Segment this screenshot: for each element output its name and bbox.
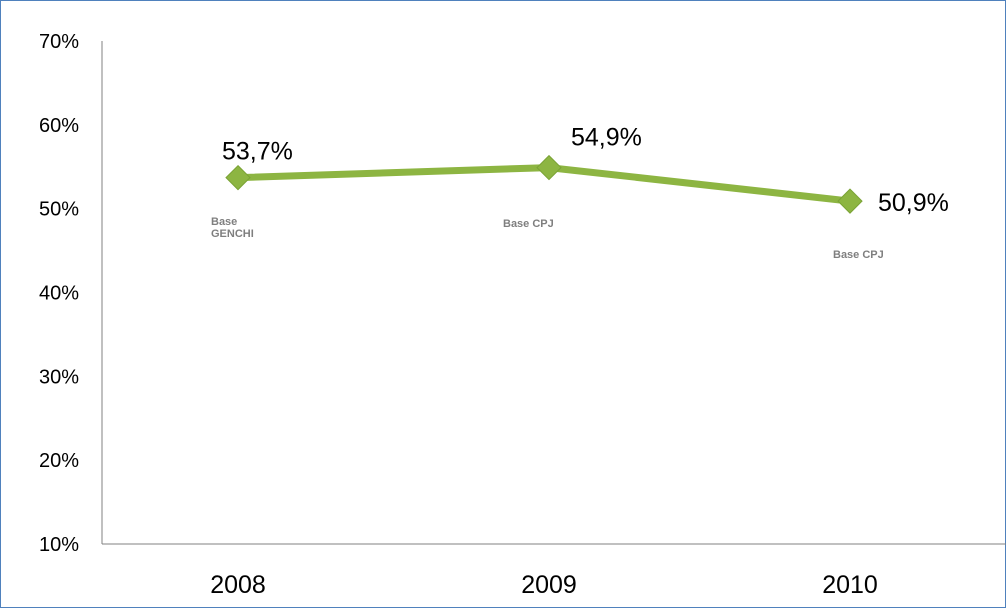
data-marker <box>837 188 863 214</box>
axes <box>101 41 1006 545</box>
data-label: 50,9% <box>878 189 949 217</box>
data-label: 53,7% <box>222 138 293 166</box>
data-marker <box>225 164 251 191</box>
annotations: Base GENCHI Base CPJ Base CPJ <box>211 216 884 261</box>
data-marker <box>536 154 562 181</box>
y-tick-label: 70% <box>39 31 79 53</box>
data-label: 54,9% <box>571 124 642 152</box>
y-tick-label: 20% <box>39 450 79 472</box>
x-tick-label: 2009 <box>521 571 577 599</box>
y-tick-label: 60% <box>39 115 79 137</box>
y-tick-label: 10% <box>39 534 79 556</box>
x-tick-label: 2008 <box>210 571 266 599</box>
base-annotation: Base CPJ <box>833 249 884 261</box>
x-axis-ticks: 2008 2009 2010 <box>210 571 878 599</box>
base-annotation: Base GENCHI <box>211 216 254 240</box>
base-annotation: Base CPJ <box>503 218 554 230</box>
y-tick-label: 50% <box>39 199 79 221</box>
y-tick-label: 40% <box>39 283 79 305</box>
data-markers <box>225 154 863 214</box>
y-tick-label: 30% <box>39 366 79 388</box>
y-axis-ticks: 10% 20% 30% 40% 50% 60% 70% <box>39 31 79 556</box>
x-tick-label: 2010 <box>822 571 878 599</box>
data-labels: 53,7% 54,9% 50,9% <box>222 124 949 218</box>
